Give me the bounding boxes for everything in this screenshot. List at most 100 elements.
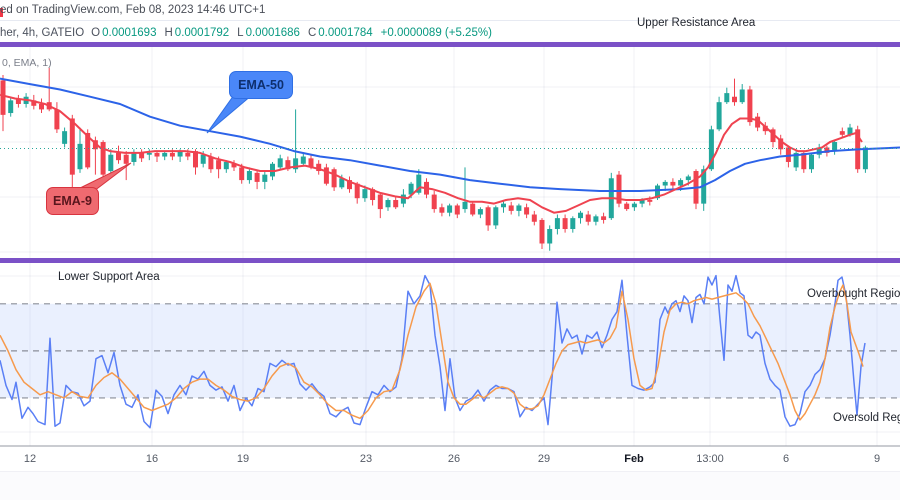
candle-body xyxy=(185,152,191,157)
candle-body xyxy=(208,156,214,170)
candle-body xyxy=(485,207,491,226)
candle-body xyxy=(732,96,737,103)
candle-body xyxy=(624,203,630,210)
time-tick-label[interactable]: 6 xyxy=(782,453,790,465)
candle-body xyxy=(785,147,791,162)
candle-body xyxy=(223,161,229,170)
candle-body xyxy=(362,189,368,199)
candle-body xyxy=(370,189,376,201)
candle-body xyxy=(154,152,160,157)
candle-body xyxy=(393,200,399,208)
candle-body xyxy=(708,129,714,170)
candle-body xyxy=(778,138,784,150)
candle-body xyxy=(277,158,283,168)
candle-body xyxy=(146,152,152,155)
candle-body xyxy=(354,183,360,199)
candle-body xyxy=(639,200,645,204)
ohlc-letter: H xyxy=(164,27,173,39)
candle-body xyxy=(131,152,137,162)
upper-purple-separator xyxy=(0,42,900,47)
candle-body xyxy=(562,218,568,230)
bottom-margin-strip xyxy=(0,471,900,500)
time-tick-label[interactable]: 13:00 xyxy=(696,453,724,465)
ohlc-value: 0.0001792 xyxy=(174,27,230,39)
time-tick-label[interactable]: 23 xyxy=(359,453,373,465)
candle-body xyxy=(539,219,545,244)
ema-9-line xyxy=(0,93,863,214)
candle-body xyxy=(809,154,814,170)
candle-body xyxy=(832,142,838,152)
time-tick-label[interactable]: 19 xyxy=(236,453,250,465)
candle-body xyxy=(92,140,98,150)
symbol-ohlc-row[interactable]: her, 4h, GATEIO O 0.0001693 H 0.0001792 L 0.00… xyxy=(0,27,494,39)
logo-fragment-icon xyxy=(0,8,3,17)
candle-body xyxy=(578,212,583,219)
candle-body xyxy=(300,156,306,164)
candle-body xyxy=(508,205,514,211)
time-tick-label[interactable]: 16 xyxy=(145,453,159,465)
candle-body xyxy=(108,154,114,172)
candle-body xyxy=(239,167,245,181)
candle-body xyxy=(462,201,468,210)
candle-body xyxy=(193,151,198,168)
candle-body xyxy=(416,174,422,193)
candle-body xyxy=(824,147,830,153)
ema50-callout-pointer xyxy=(206,94,254,134)
candle-body xyxy=(162,152,168,157)
candle-body xyxy=(77,143,83,170)
time-tick-label[interactable]: 29 xyxy=(537,453,551,465)
candle-body xyxy=(862,147,868,170)
ohlc-value: 0.0001784 xyxy=(318,27,373,39)
candle-body xyxy=(847,127,853,135)
candle-body xyxy=(670,181,676,186)
candle-body xyxy=(69,118,75,175)
candle-body xyxy=(678,180,684,186)
candle-body xyxy=(554,218,560,230)
candle-body xyxy=(747,89,753,123)
candle-body xyxy=(801,152,807,170)
candle-body xyxy=(254,172,260,182)
time-tick-label[interactable]: 9 xyxy=(873,453,881,465)
stoch-d-line xyxy=(0,282,864,421)
candle-body xyxy=(755,116,761,128)
time-tick-label[interactable]: Feb xyxy=(624,453,644,465)
stoch-k-line xyxy=(0,274,866,429)
candle-body xyxy=(839,131,845,135)
lower-purple-separator xyxy=(0,258,900,263)
candle-body xyxy=(339,178,345,188)
candle-body xyxy=(8,100,14,114)
candle-body xyxy=(139,152,145,159)
time-tick-label[interactable]: 12 xyxy=(23,453,37,465)
symbol-name: her, 4h, GATEIO xyxy=(0,27,85,39)
candle-body xyxy=(116,152,121,161)
candle-body xyxy=(347,180,352,190)
candle-body xyxy=(570,218,576,230)
candle-body xyxy=(524,207,530,215)
candle-body xyxy=(323,167,329,184)
ema50-callout[interactable]: EMA-50 xyxy=(229,71,293,99)
candle-body xyxy=(177,151,183,157)
time-axis[interactable]: 12 16 19 23 26 29 Feb 13:00 6 9 xyxy=(0,447,900,470)
time-tick-label[interactable]: 26 xyxy=(447,453,461,465)
candle-body xyxy=(531,214,537,222)
candle-body xyxy=(439,207,445,213)
candle-body xyxy=(15,98,21,104)
ema9-callout[interactable]: EMA-9 xyxy=(46,187,99,215)
candle-body xyxy=(39,103,44,110)
candle-body xyxy=(262,174,268,182)
candle-body xyxy=(724,93,730,103)
candle-body xyxy=(200,154,206,164)
candle-body xyxy=(54,109,60,130)
ohlc-letter: C xyxy=(307,27,317,39)
candle-body xyxy=(647,200,653,202)
candle-body xyxy=(516,205,522,211)
candle-body xyxy=(585,214,591,222)
candle-body xyxy=(454,205,460,215)
ema-indicator-legend[interactable]: 0, EMA, 1) xyxy=(2,57,52,69)
header-divider xyxy=(0,20,900,21)
candle-body xyxy=(616,174,622,204)
candle-body xyxy=(631,203,637,208)
candle-body xyxy=(739,89,745,103)
